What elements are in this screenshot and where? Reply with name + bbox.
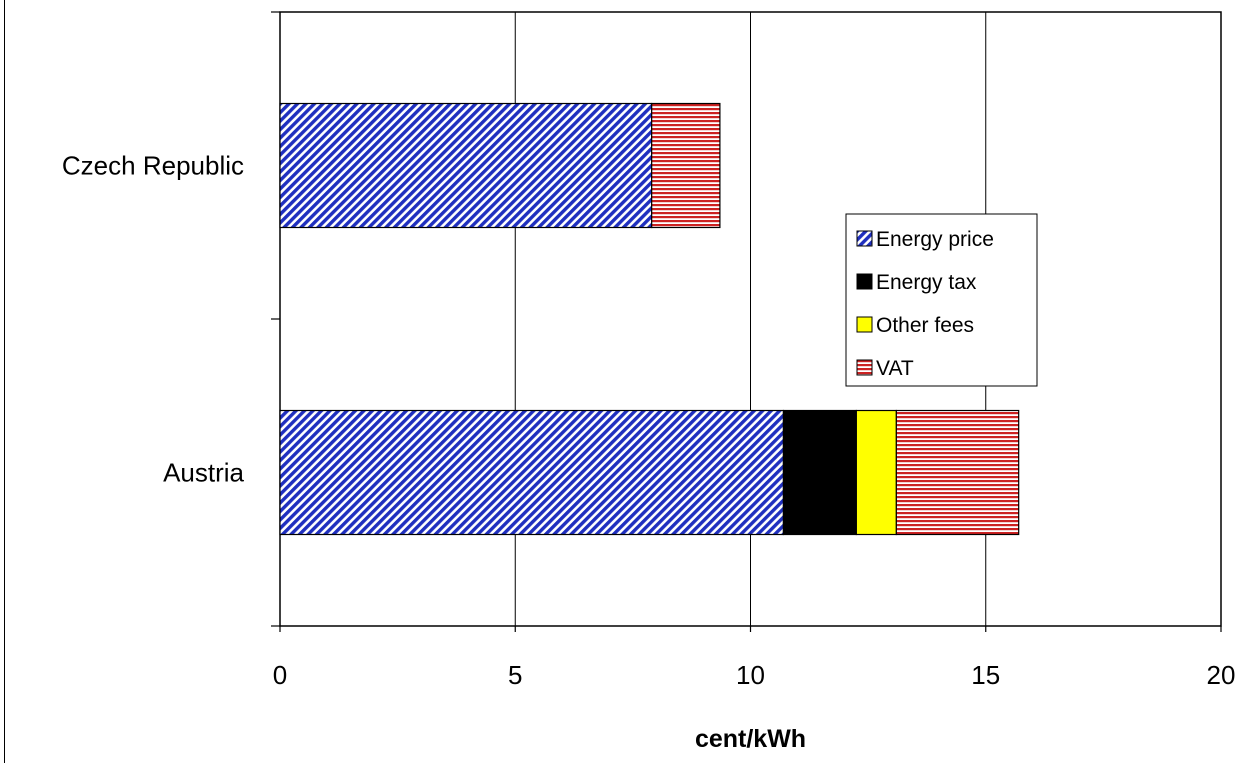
- bar-segment-energy-price: [279, 102, 653, 229]
- legend-label: Other fees: [876, 314, 974, 337]
- legend-box: [845, 213, 1038, 387]
- legend-label: Energy price: [876, 228, 994, 251]
- x-axis-title: cent/kWh: [695, 725, 806, 753]
- bar-segment-energy-price: [279, 409, 785, 536]
- legend-label: Energy tax: [876, 271, 977, 294]
- bars-layer: [279, 102, 1020, 536]
- y-tick-label: Austria: [163, 458, 244, 488]
- legend-swatch: [856, 316, 873, 333]
- bar-segment-vat: [895, 409, 1020, 536]
- x-tick-label: 0: [273, 660, 287, 690]
- bar-segment-other-fees: [855, 409, 897, 536]
- legend: Energy price Energy tax Other fees VAT: [845, 213, 1038, 387]
- legend-label: VAT: [876, 357, 914, 380]
- x-axis: 0 5 10 15 20: [273, 626, 1236, 690]
- y-tick-label: Czech Republic: [62, 151, 244, 181]
- legend-swatch: [856, 273, 873, 290]
- y-axis: Czech Republic Austria: [62, 11, 280, 627]
- x-tick-label: 20: [1207, 660, 1236, 690]
- x-tick-label: 10: [736, 660, 765, 690]
- x-tick-label: 5: [508, 660, 522, 690]
- x-tick-label: 15: [971, 660, 1000, 690]
- legend-swatch: [856, 230, 873, 247]
- bar-segment-vat: [651, 102, 721, 229]
- legend-swatch: [856, 359, 873, 376]
- bar-segment-energy-tax: [782, 409, 857, 536]
